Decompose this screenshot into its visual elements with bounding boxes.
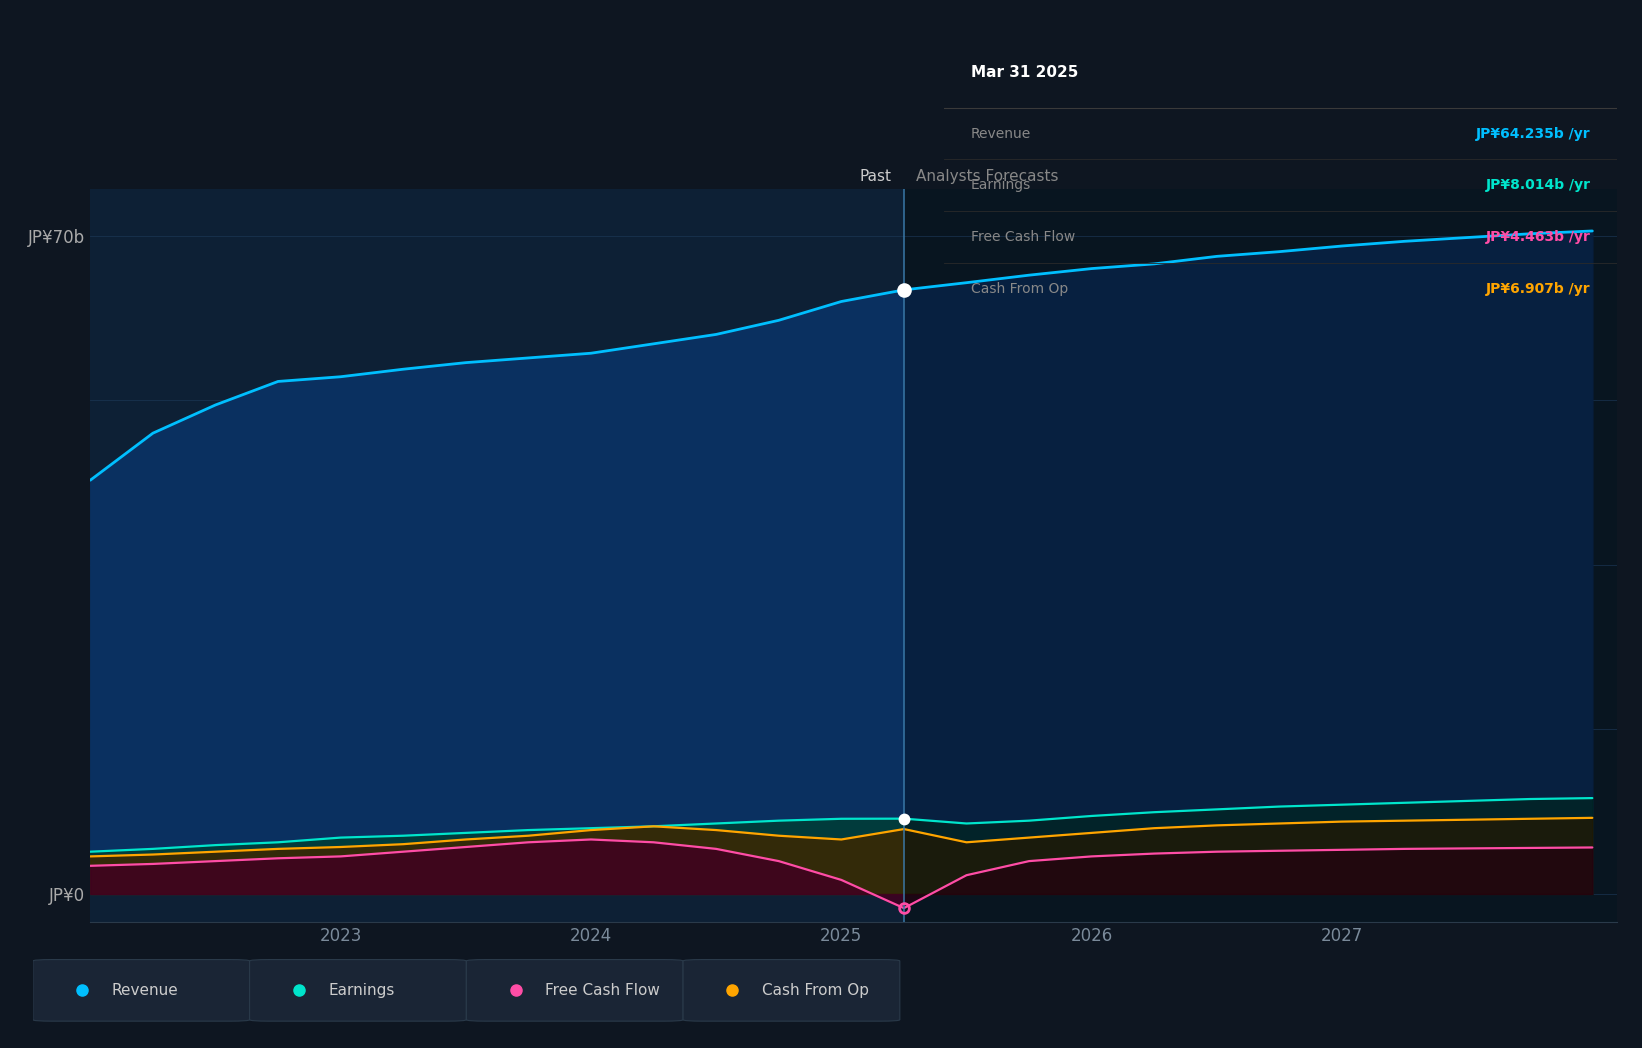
Text: Revenue: Revenue — [112, 983, 179, 998]
FancyBboxPatch shape — [683, 960, 900, 1021]
Text: Cash From Op: Cash From Op — [970, 282, 1069, 296]
FancyBboxPatch shape — [33, 960, 250, 1021]
Text: Analysts Forecasts: Analysts Forecasts — [916, 169, 1059, 184]
Bar — [90, 189, 903, 922]
Bar — [903, 189, 1617, 922]
Text: Revenue: Revenue — [970, 127, 1031, 140]
Text: JP¥64.235b /yr: JP¥64.235b /yr — [1476, 127, 1591, 140]
Text: Cash From Op: Cash From Op — [762, 983, 869, 998]
FancyBboxPatch shape — [466, 960, 683, 1021]
Text: Free Cash Flow: Free Cash Flow — [970, 230, 1076, 244]
Text: Mar 31 2025: Mar 31 2025 — [970, 65, 1079, 81]
Text: Earnings: Earnings — [328, 983, 394, 998]
Text: JP¥4.463b /yr: JP¥4.463b /yr — [1486, 230, 1591, 244]
Text: Past: Past — [859, 169, 892, 184]
FancyBboxPatch shape — [250, 960, 466, 1021]
Text: Earnings: Earnings — [970, 178, 1031, 192]
Text: Free Cash Flow: Free Cash Flow — [545, 983, 660, 998]
Text: JP¥8.014b /yr: JP¥8.014b /yr — [1486, 178, 1591, 192]
Text: JP¥6.907b /yr: JP¥6.907b /yr — [1486, 282, 1591, 296]
